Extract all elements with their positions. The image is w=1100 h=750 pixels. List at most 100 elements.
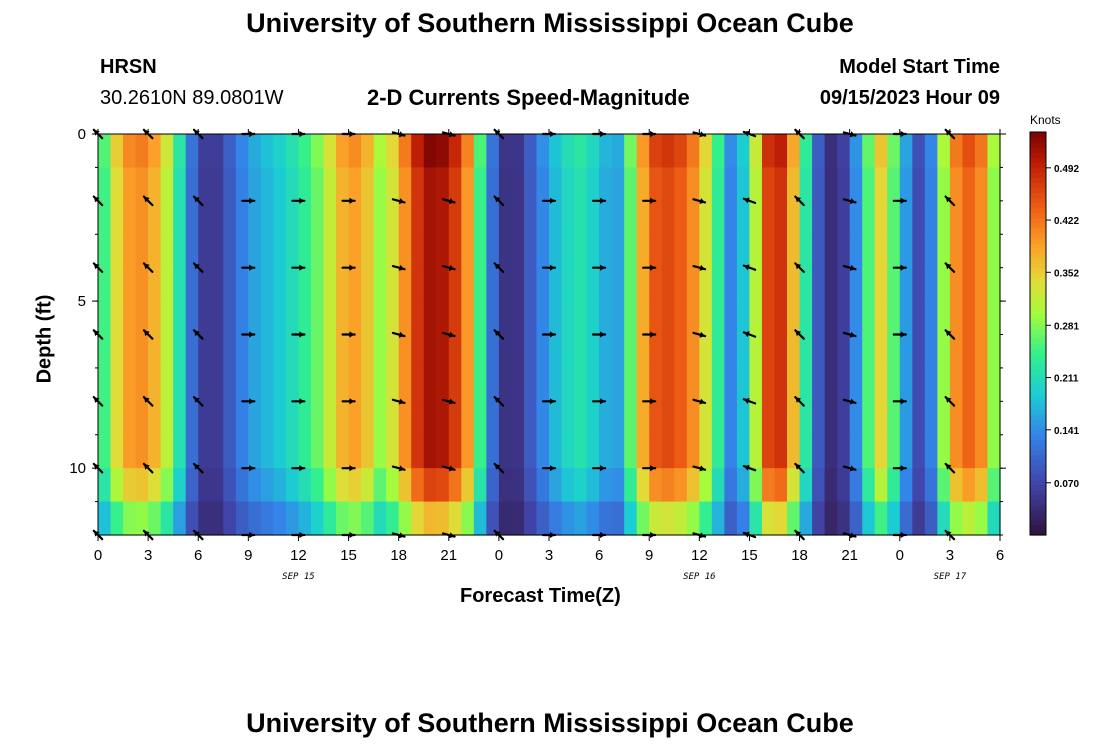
heatmap-cell xyxy=(824,301,838,336)
heatmap-cell xyxy=(549,401,563,436)
heatmap-cell xyxy=(135,501,149,536)
colorbar-swatch xyxy=(1030,363,1046,370)
heatmap-cell xyxy=(448,468,462,503)
heatmap-cell xyxy=(173,267,187,302)
heatmap-cell xyxy=(498,234,513,269)
x-tick-label: 6 xyxy=(595,547,603,564)
heatmap-cell xyxy=(636,134,650,169)
heatmap-cell xyxy=(549,301,563,336)
heatmap-cell xyxy=(624,167,638,202)
colorbar-swatch xyxy=(1030,132,1046,138)
current-arrow xyxy=(842,264,857,271)
heatmap-cell xyxy=(123,301,137,336)
heatmap-cell xyxy=(123,434,137,469)
heatmap-cell xyxy=(586,134,600,169)
heatmap-cell xyxy=(674,334,688,369)
heatmap-cell xyxy=(711,134,725,169)
heatmap-cell xyxy=(461,468,475,503)
heatmap-cell xyxy=(361,401,375,436)
heatmap-cell xyxy=(599,434,613,469)
heatmap-cell xyxy=(787,401,801,436)
heatmap-cell xyxy=(423,267,437,302)
heatmap-cell xyxy=(361,367,375,402)
colorbar-swatch xyxy=(1030,303,1046,309)
heatmap-cell xyxy=(686,501,700,536)
colorbar-swatch xyxy=(1030,398,1046,405)
heatmap-cell xyxy=(361,234,375,269)
heatmap-cell xyxy=(849,401,863,436)
heatmap-cell xyxy=(398,401,412,436)
heatmap-cell xyxy=(135,267,149,302)
current-arrow xyxy=(142,262,154,273)
heatmap-cell xyxy=(949,234,964,269)
heatmap-cell xyxy=(436,200,450,235)
heatmap-cell xyxy=(574,267,588,302)
heatmap-cell xyxy=(874,334,888,369)
heatmap-cell xyxy=(536,367,550,402)
current-arrow xyxy=(291,331,306,338)
heatmap-cell xyxy=(523,401,538,436)
heatmap-cell xyxy=(461,267,475,302)
current-arrow xyxy=(794,329,805,340)
heatmap-cell xyxy=(899,267,913,302)
heatmap-cell xyxy=(511,167,525,202)
heatmap-cell xyxy=(198,468,212,503)
colorbar-swatch xyxy=(1030,524,1046,531)
heatmap-cell xyxy=(423,134,437,169)
heatmap-cell xyxy=(924,468,938,503)
heatmap-cell xyxy=(386,267,400,302)
heatmap-cell xyxy=(686,334,700,369)
heatmap-cell xyxy=(273,234,287,269)
heatmap-cell xyxy=(799,401,813,436)
heatmap-cell xyxy=(974,334,989,369)
heatmap-cell xyxy=(160,468,174,503)
heatmap-cell xyxy=(799,301,813,336)
heatmap-cell xyxy=(761,200,776,235)
heatmap-cell xyxy=(611,200,625,235)
heatmap-cell xyxy=(386,167,400,202)
heatmap-cell xyxy=(185,167,199,202)
heatmap-cell xyxy=(849,468,863,503)
current-arrow xyxy=(192,396,204,407)
colorbar-swatch xyxy=(1030,388,1046,395)
heatmap-cell xyxy=(962,501,976,536)
colorbar-swatch xyxy=(1030,444,1046,450)
x-tick-label: 9 xyxy=(244,547,252,564)
heatmap-cell xyxy=(987,401,1001,436)
heatmap-cell xyxy=(699,468,713,503)
heatmap-cell xyxy=(949,167,964,202)
heatmap-cell xyxy=(148,434,162,469)
heatmap-cell xyxy=(774,367,788,402)
heatmap-cell xyxy=(862,434,876,469)
heatmap-cell xyxy=(386,434,400,469)
heatmap-cell xyxy=(498,200,513,235)
heatmap-cell xyxy=(461,200,475,235)
heatmap-cell xyxy=(699,401,713,436)
heatmap-cell xyxy=(912,401,926,436)
heatmap-cell xyxy=(173,468,187,503)
heatmap-cell xyxy=(636,267,650,302)
plot-title: 2-D Currents Speed-Magnitude xyxy=(367,85,690,110)
heatmap-cell xyxy=(674,200,688,235)
heatmap-cell xyxy=(285,434,300,469)
heatmap-cell xyxy=(699,167,713,202)
heatmap-cell xyxy=(749,468,763,503)
heatmap-cell xyxy=(549,167,563,202)
heatmap-cell xyxy=(210,200,224,235)
colorbar-swatch xyxy=(1030,227,1046,234)
heatmap-cell xyxy=(874,267,888,302)
heatmap-cell xyxy=(298,234,312,269)
heatmap-cell xyxy=(148,401,162,436)
heatmap-cell xyxy=(624,401,638,436)
heatmap-cell xyxy=(298,434,312,469)
heatmap-cell xyxy=(361,267,375,302)
heatmap-cell xyxy=(486,267,500,302)
heatmap-cell xyxy=(98,234,112,269)
heatmap-cell xyxy=(98,434,112,469)
heatmap-cell xyxy=(837,301,851,336)
heatmap-cell xyxy=(924,367,938,402)
heatmap-cell xyxy=(761,501,776,536)
heatmap-cell xyxy=(724,167,738,202)
heatmap-cell xyxy=(386,301,400,336)
heatmap-cell xyxy=(574,434,588,469)
